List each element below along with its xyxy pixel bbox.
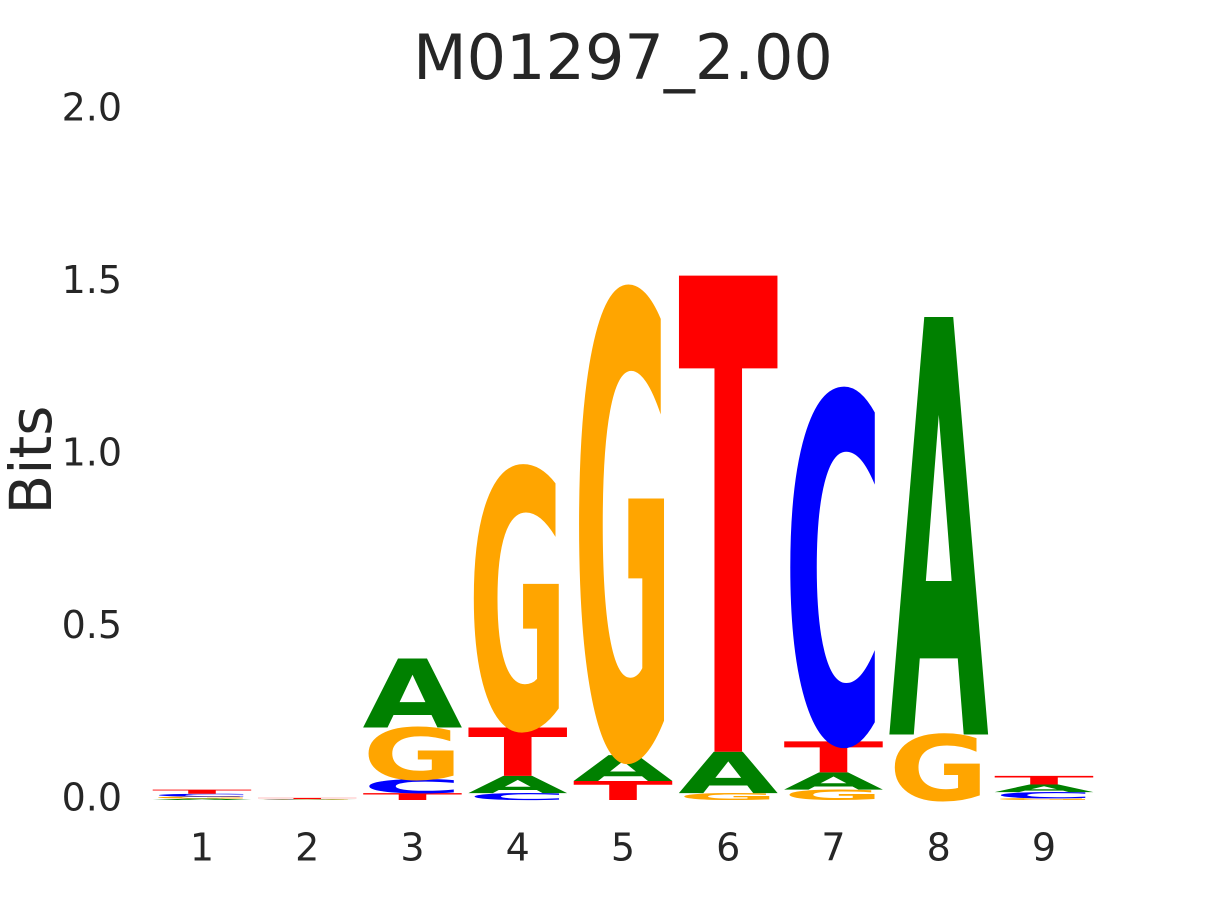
logo-letter: T	[994, 774, 1095, 788]
y-axis-label: Bits	[0, 406, 65, 515]
x-tick-label: 6	[716, 826, 740, 870]
logo-letter: C	[257, 799, 357, 800]
logo-letter: A	[889, 202, 990, 869]
logo-letter: G	[678, 791, 778, 802]
logo-letter: G	[468, 399, 568, 811]
x-tick-label: 5	[611, 826, 635, 870]
logo-letter: G	[152, 796, 252, 799]
logo-letter: C	[468, 791, 568, 802]
x-tick-label: 8	[927, 826, 951, 870]
logo-letter: A	[363, 640, 463, 750]
logo-letter: G	[573, 168, 673, 900]
logo-letter: C	[994, 790, 1094, 800]
logo-letter: A	[678, 741, 778, 807]
logo-letter: A	[468, 772, 568, 799]
y-tick-label: 1.0	[62, 431, 122, 475]
logo-letter: A	[152, 798, 252, 800]
chart-title: M01297_2.00	[413, 21, 833, 94]
x-tick-label: 4	[506, 826, 530, 870]
x-tick-label: 7	[821, 826, 845, 870]
x-tick-label: 2	[295, 826, 319, 870]
logo-letter: T	[152, 788, 252, 795]
logo-letter: T	[784, 734, 884, 783]
logo-letter: T	[257, 798, 357, 800]
logo-letter: A	[994, 782, 1094, 794]
y-tick-label: 0.0	[62, 776, 122, 820]
x-tick-label: 1	[190, 826, 214, 870]
logo-letter: G	[994, 798, 1094, 801]
x-tick-label: 3	[400, 826, 424, 870]
logo-letter: T	[468, 715, 568, 792]
logo-letter: G	[257, 799, 357, 800]
y-tick-label: 2.0	[62, 86, 122, 130]
logo-letter: A	[573, 748, 673, 790]
logo-letter: A	[257, 800, 357, 801]
logo-letter: T	[363, 791, 464, 802]
x-tick-label: 9	[1032, 826, 1056, 870]
logo-letter: G	[784, 787, 884, 803]
logo-letter: G	[363, 715, 463, 797]
logo-letter: C	[363, 775, 463, 797]
y-tick-label: 0.5	[62, 603, 122, 647]
logo-letter: A	[784, 768, 884, 795]
logo-letter: C	[784, 298, 884, 854]
y-tick-label: 1.5	[62, 258, 122, 302]
logo-letter: C	[152, 793, 252, 797]
logo-letter: T	[678, 146, 779, 900]
logo-letter: G	[889, 718, 989, 822]
logo-letter: T	[573, 776, 673, 806]
